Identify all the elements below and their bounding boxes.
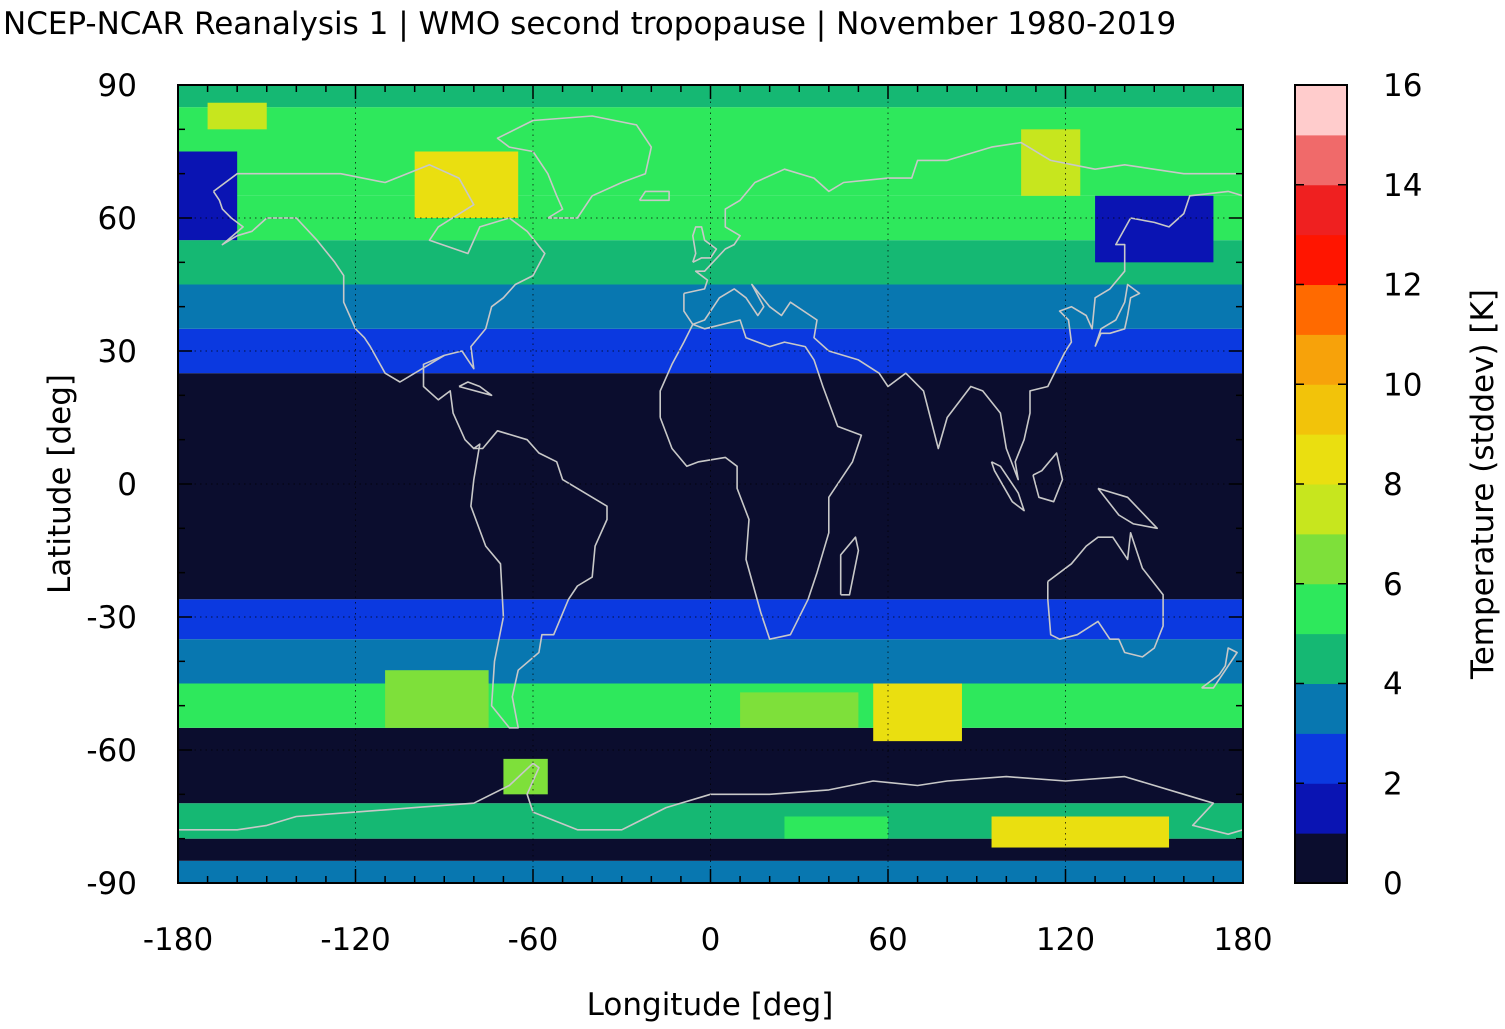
- colorbar-tick-label: 0: [1383, 866, 1403, 902]
- coastline: [496, 115, 653, 219]
- coastline: [839, 536, 860, 596]
- colorbar-tick-label: 14: [1383, 168, 1422, 204]
- heatmap-band: [178, 373, 1243, 600]
- colorbar-segment: [1295, 284, 1347, 335]
- colorbar-tick-label: 8: [1383, 467, 1403, 503]
- colorbar-segment: [1295, 733, 1347, 784]
- colorbar-tick-label: 16: [1383, 68, 1422, 104]
- heatmap-band: [178, 727, 1243, 804]
- colorbar-segment: [1295, 783, 1347, 834]
- heatmap-cell: [414, 151, 519, 218]
- colorbar-segment: [1295, 683, 1347, 734]
- coastline: [1097, 487, 1158, 530]
- x-tick-label: 180: [1213, 922, 1272, 958]
- colorbar-segment: [1295, 633, 1347, 685]
- heatmap-cell: [740, 692, 859, 728]
- colorbar-segment: [1295, 234, 1347, 286]
- colorbar: [1294, 84, 1348, 884]
- colorbar-tick-label: 12: [1383, 268, 1422, 304]
- colorbar-segment: [1295, 85, 1347, 136]
- y-tick-label: -60: [86, 733, 137, 769]
- heatmap-cell: [991, 816, 1170, 848]
- coastline: [212, 190, 445, 383]
- coastline: [1032, 452, 1064, 503]
- coastline: [213, 164, 608, 729]
- colorbar-segment: [1295, 484, 1347, 535]
- x-tick-label: -180: [143, 922, 213, 958]
- colorbar-segment: [1295, 434, 1347, 485]
- heatmap-cell: [1095, 195, 1214, 263]
- grid-lines: [178, 85, 1243, 883]
- heatmap-cell: [385, 670, 489, 728]
- coastline: [178, 762, 1243, 835]
- colorbar-label: Temperature (stddev) [K]: [1465, 289, 1501, 680]
- chart-title: NCEP-NCAR Reanalysis 1 | WMO second trop…: [3, 6, 1176, 42]
- colorbar-segment: [1295, 533, 1347, 585]
- colorbar-segment: [1295, 583, 1347, 635]
- colorbar-tick-labels: 0 2 4 6 8 10 12 14 16: [1383, 68, 1422, 902]
- colorbar-segment: [1295, 384, 1347, 435]
- coastline: [692, 226, 718, 264]
- y-tick-label: -90: [86, 866, 137, 902]
- x-axis-label: Longitude [deg]: [587, 987, 834, 1023]
- coastlines: [178, 115, 1243, 835]
- colorbar-tick-label: 6: [1383, 567, 1403, 603]
- x-tick-label: 0: [701, 922, 721, 958]
- heatmap-band: [178, 351, 1243, 374]
- x-tick-label: -60: [508, 922, 559, 958]
- colorbar-segment: [1295, 334, 1347, 385]
- heatmap-cell: [1021, 129, 1081, 196]
- heatmap-band: [178, 284, 1243, 329]
- colorbar-segment: [1295, 184, 1347, 236]
- heatmap-band: [178, 639, 1243, 684]
- y-tick-label: -30: [86, 600, 137, 636]
- colorbar-tick-label: 4: [1383, 667, 1403, 703]
- y-tick-label: 60: [98, 201, 137, 237]
- colorbar-segment: [1295, 833, 1347, 884]
- x-tick-labels: -180 -120 -60 0 60 120 180: [143, 922, 1273, 958]
- colorbar-segment: [1295, 134, 1347, 186]
- heatmap-cell: [207, 102, 267, 130]
- heatmap-cell: [503, 758, 548, 795]
- coastline: [683, 190, 1243, 481]
- x-tick-label: -120: [320, 922, 390, 958]
- x-tick-label: 60: [868, 922, 907, 958]
- heatmap-cell: [784, 816, 888, 839]
- colorbar-tick-label: 10: [1383, 367, 1422, 403]
- heatmap-band: [178, 328, 1243, 351]
- x-tick-label: 120: [1036, 922, 1095, 958]
- coastline: [1047, 532, 1164, 658]
- y-tick-label: 0: [117, 467, 137, 503]
- y-tick-label: 30: [98, 334, 137, 370]
- coastline: [638, 190, 670, 202]
- y-axis-label: Latitude [deg]: [42, 374, 78, 594]
- heatmap-cell: [873, 683, 962, 742]
- coastline: [458, 381, 493, 397]
- axis-ticks: [177, 84, 1244, 884]
- coastline: [1201, 647, 1238, 689]
- y-tick-labels: -90 -60 -30 0 30 60 90: [86, 68, 137, 902]
- y-tick-label: 90: [98, 68, 137, 104]
- coastline: [990, 461, 1025, 512]
- colorbar-tick-label: 2: [1383, 766, 1403, 802]
- heatmap-cell: [178, 151, 238, 241]
- coastline: [1094, 283, 1141, 347]
- coastline: [683, 141, 1243, 295]
